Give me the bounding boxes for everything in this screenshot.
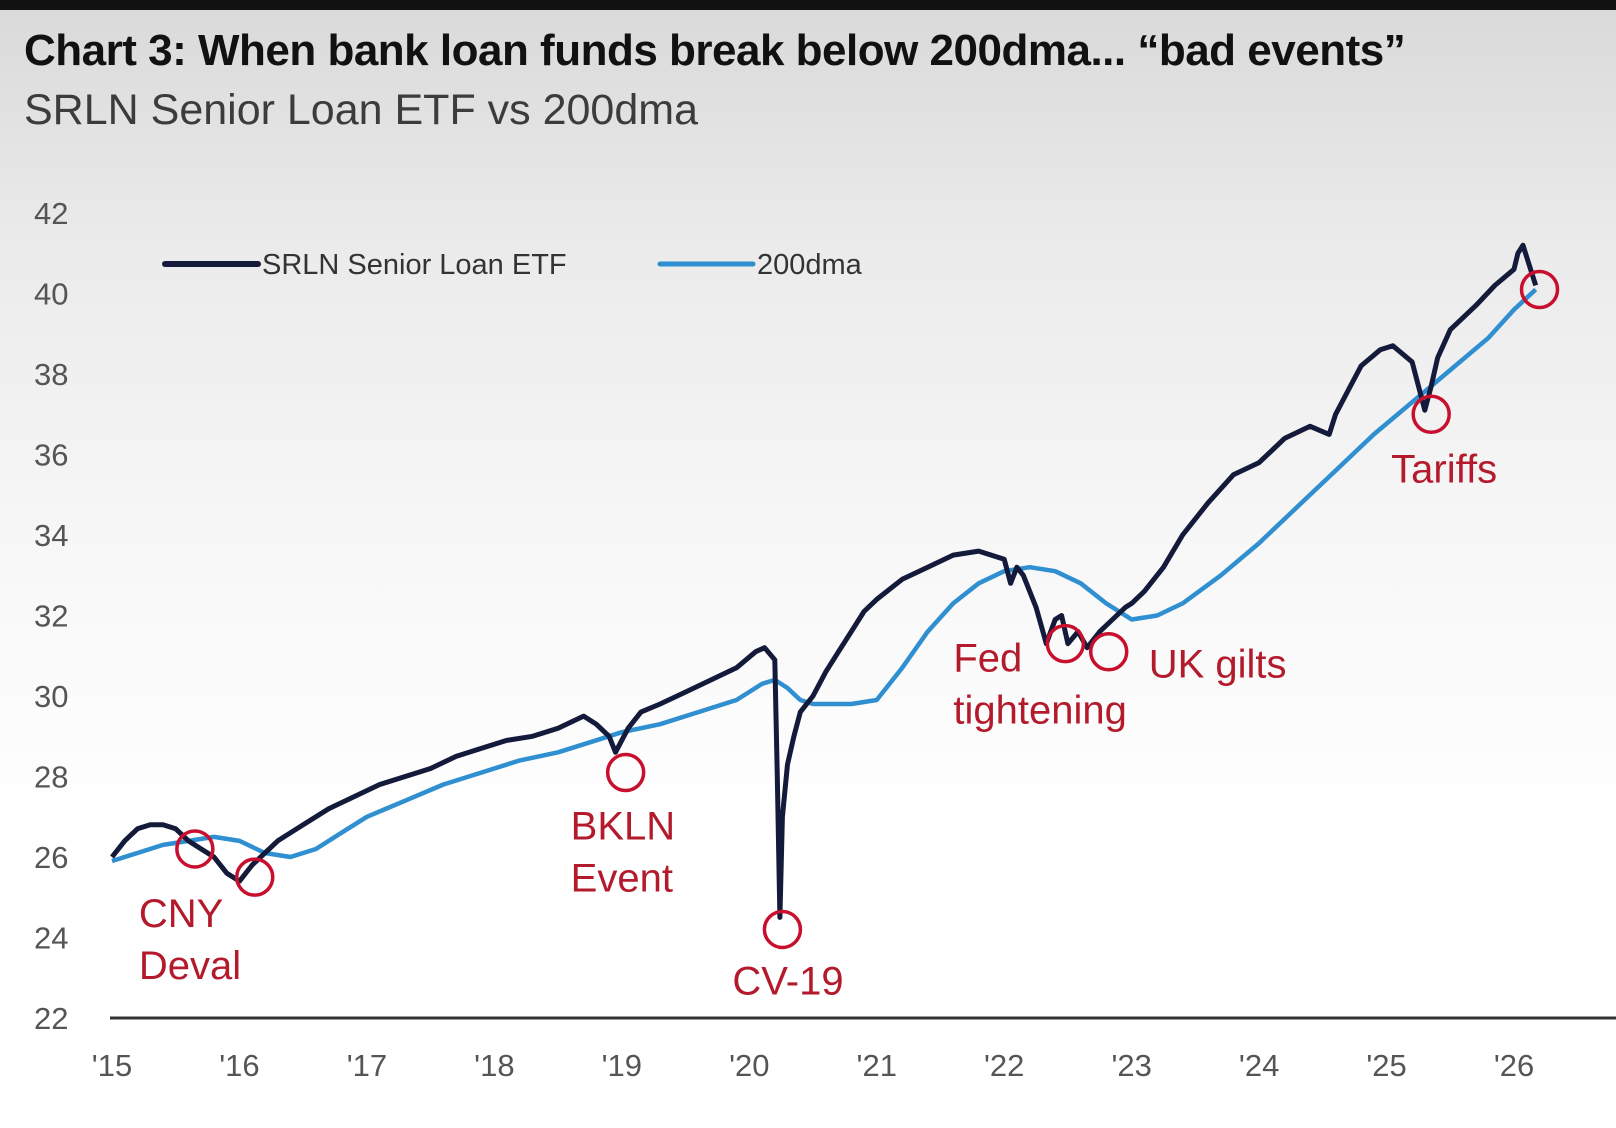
event-circle (1411, 394, 1451, 434)
y-tick-label: 30 (34, 679, 68, 714)
x-axis-ticks: '15 '16 '17 '18 '19 '20 '21 '22 '23 '24 '25 '26 (92, 1048, 1534, 1083)
event-label-line2: Event (571, 856, 673, 900)
event-circle (175, 829, 215, 869)
chart-subtitle: SRLN Senior Loan ETF vs 200dma (24, 86, 698, 134)
x-tick-label: '20 (729, 1048, 769, 1083)
chart-title: Chart 3: When bank loan funds break belo… (24, 26, 1406, 75)
event-label: BKLN (571, 804, 676, 848)
series-line-200dma (111, 287, 1538, 864)
x-tick-label: '19 (602, 1048, 642, 1083)
event-label: Fed (953, 637, 1022, 681)
y-tick-label: 32 (34, 599, 68, 634)
event-circle (1088, 631, 1129, 672)
x-tick-label: '22 (984, 1048, 1024, 1083)
y-tick-label: 26 (34, 840, 68, 875)
y-tick-label: 28 (34, 760, 68, 795)
legend-label-dma: 200dma (757, 249, 863, 281)
x-tick-label: '18 (474, 1048, 514, 1083)
legend: SRLN Senior Loan ETF 200dma (162, 249, 863, 281)
x-tick-label: '21 (857, 1048, 897, 1083)
y-tick-label: 42 (34, 196, 68, 231)
x-tick-label: '26 (1494, 1048, 1534, 1083)
event-label: Tariffs (1391, 447, 1497, 491)
x-tick-label: '16 (219, 1048, 259, 1083)
event-circle (1519, 269, 1560, 310)
y-axis-ticks: 22 24 26 28 30 32 34 36 38 40 42 (34, 196, 68, 1036)
x-tick-label: '15 (92, 1048, 132, 1083)
event-label: CV-19 (732, 959, 843, 1003)
event-circle (1045, 623, 1086, 664)
y-tick-label: 36 (34, 438, 68, 473)
y-tick-label: 24 (34, 921, 68, 956)
legend-label-etf: SRLN Senior Loan ETF (262, 249, 567, 281)
y-tick-label: 40 (34, 277, 68, 312)
y-tick-label: 34 (34, 518, 68, 553)
y-tick-label: 22 (34, 1001, 68, 1036)
event-label-line2: Deval (139, 944, 241, 988)
event-circle (762, 909, 803, 950)
event-label: CNY (139, 892, 223, 936)
y-tick-label: 38 (34, 357, 68, 392)
event-label-line2: tightening (953, 689, 1126, 733)
x-tick-label: '24 (1239, 1048, 1279, 1083)
x-tick-label: '23 (1111, 1048, 1151, 1083)
x-tick-label: '25 (1366, 1048, 1406, 1083)
event-circle (605, 752, 646, 793)
x-tick-label: '17 (347, 1048, 387, 1083)
series-line-srln (110, 242, 1539, 920)
top-bar (0, 0, 1616, 10)
event-label: UK gilts (1149, 643, 1287, 687)
event-annotations: CNY Deval BKLN Event CV-19 Fed tightening UK gi… (139, 269, 1560, 1003)
event-circle (235, 857, 275, 897)
